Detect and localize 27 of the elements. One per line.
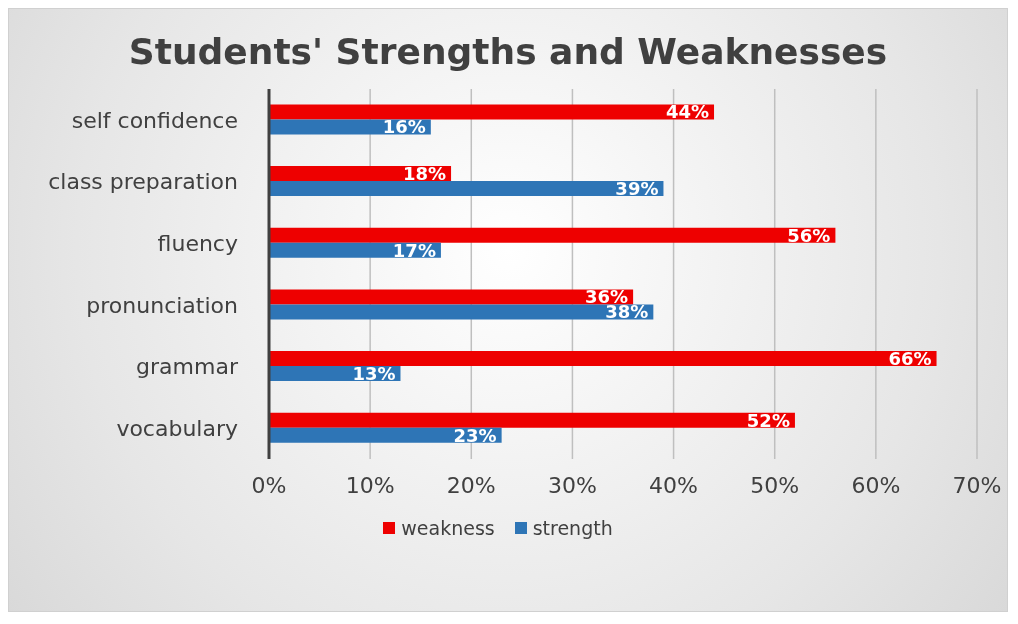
- y-tick-label: pronunciation: [86, 292, 238, 318]
- x-tick-label: 20%: [446, 472, 496, 498]
- y-tick-label: grammar: [136, 354, 239, 380]
- data-label: 52%: [746, 409, 790, 431]
- x-tick-label: 70%: [952, 472, 1002, 498]
- legend-label: strength: [531, 517, 613, 539]
- x-tick-label: 60%: [851, 472, 901, 498]
- y-tick-label: fluency: [157, 230, 238, 256]
- legend-label: weakness: [400, 517, 495, 539]
- data-label: 56%: [787, 224, 831, 246]
- x-tick-label: 40%: [649, 472, 699, 498]
- data-label: 44%: [665, 101, 710, 123]
- y-tick-label: class preparation: [48, 169, 238, 195]
- x-tick-label: 30%: [547, 472, 597, 498]
- y-tick-label: self confidence: [71, 107, 238, 133]
- data-label: 23%: [453, 424, 497, 446]
- data-label: 17%: [392, 239, 436, 261]
- data-label: 66%: [888, 347, 932, 369]
- y-tick-label: vocabulary: [116, 415, 238, 441]
- x-tick-label: 0%: [251, 472, 287, 498]
- data-label: 16%: [382, 116, 426, 138]
- chart-title: Students' Strengths and Weaknesses: [127, 30, 889, 74]
- data-label: 18%: [402, 162, 447, 184]
- x-tick-label: 50%: [750, 472, 800, 498]
- data-label: 13%: [352, 362, 396, 384]
- x-tick-label: 10%: [345, 472, 395, 498]
- data-label: 39%: [615, 177, 659, 199]
